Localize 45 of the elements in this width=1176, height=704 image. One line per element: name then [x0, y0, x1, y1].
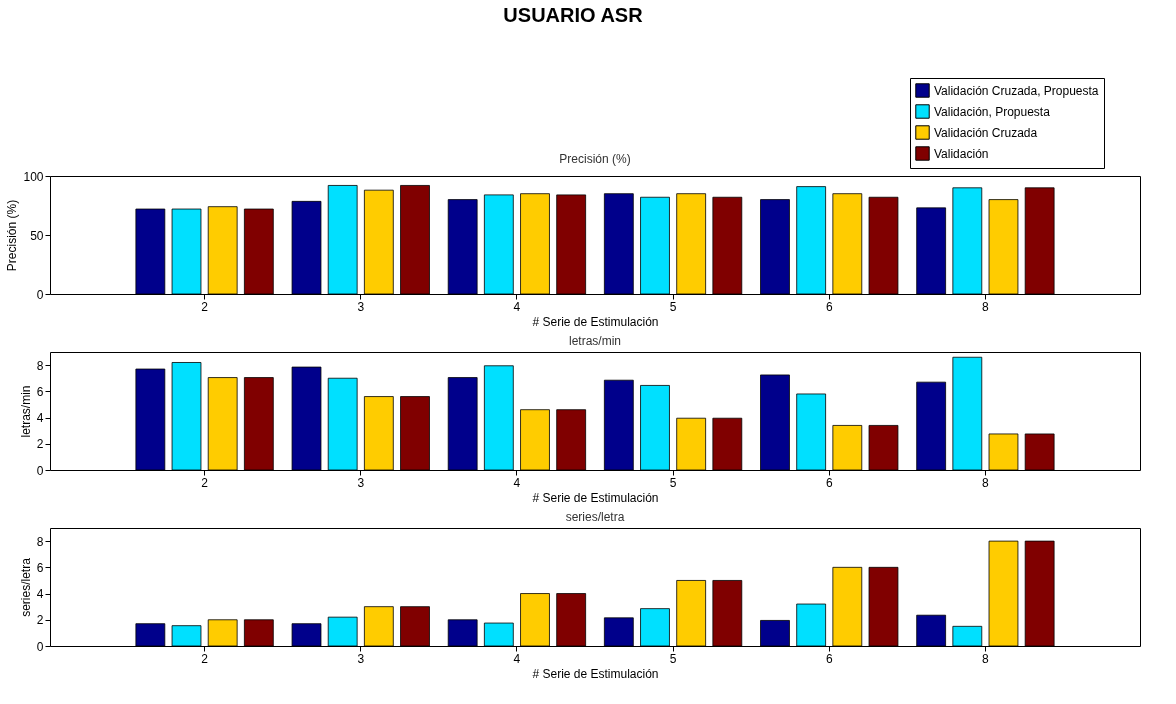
x-tick-label: 4: [513, 651, 521, 666]
x-axis-title: # Serie de Estimulación: [532, 666, 659, 681]
legend-label: Validación Cruzada, Propuesta: [934, 83, 1099, 98]
x-tick-label: 3: [357, 651, 365, 666]
chart-title: letras/min: [568, 334, 622, 348]
x-tick-label: 5: [669, 651, 677, 666]
y-tick-label: 8: [36, 534, 44, 549]
text: USUARIO ASR: [503, 3, 644, 26]
x-tick-label: 3: [357, 475, 365, 490]
y-tick-label: 100: [23, 169, 44, 184]
x-tick-label: 4: [513, 299, 521, 314]
x-tick-label: 5: [669, 475, 677, 490]
x-tick-label: 6: [825, 651, 833, 666]
chart-title: Precisión (%): [559, 152, 631, 166]
y-tick-label: 0: [36, 287, 44, 302]
x-tick-label: 2: [201, 475, 209, 490]
y-tick-label: 0: [36, 463, 44, 478]
x-tick-label: 8: [982, 475, 990, 490]
y-axis-title: letras/min: [18, 385, 33, 438]
y-tick-label: 4: [36, 411, 44, 426]
x-tick-label: 8: [982, 651, 990, 666]
y-tick-label: 50: [30, 228, 44, 243]
x-tick-label: 2: [201, 651, 209, 666]
x-tick-label: 4: [513, 475, 521, 490]
y-tick-label: 6: [36, 560, 44, 575]
x-axis-title: # Serie de Estimulación: [532, 314, 659, 329]
x-tick-label: 8: [982, 299, 990, 314]
y-tick-label: 2: [36, 437, 44, 452]
y-axis-title: Precisión (%): [5, 199, 20, 272]
x-tick-label: 6: [825, 475, 833, 490]
legend-label: Validación: [934, 146, 989, 161]
y-tick-label: 4: [36, 587, 44, 602]
x-tick-label: 6: [825, 299, 833, 314]
x-tick-label: 5: [669, 299, 677, 314]
y-tick-label: 6: [36, 384, 44, 399]
legend-label: Validación Cruzada: [934, 125, 1038, 140]
x-tick-label: 2: [201, 299, 209, 314]
y-tick-label: 8: [36, 358, 44, 373]
legend-label: Validación, Propuesta: [934, 104, 1051, 119]
chart-title: series/letra: [565, 510, 625, 524]
x-tick-label: 3: [357, 299, 365, 314]
x-axis-title: # Serie de Estimulación: [532, 490, 659, 505]
y-tick-label: 0: [36, 639, 44, 654]
y-tick-label: 2: [36, 613, 44, 628]
y-axis-title: series/letra: [18, 557, 33, 617]
